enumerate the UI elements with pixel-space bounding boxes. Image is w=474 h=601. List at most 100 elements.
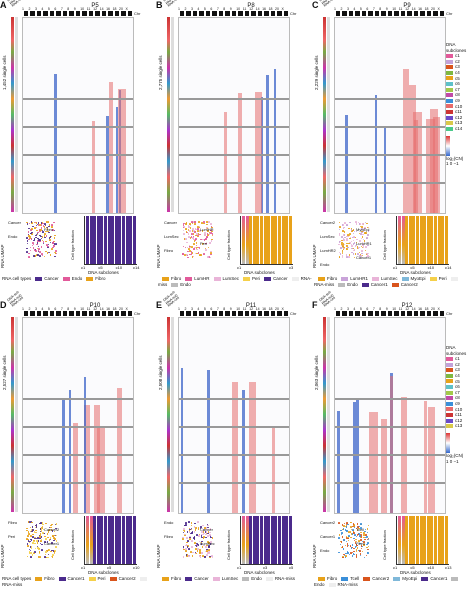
umap-point <box>198 246 200 249</box>
umap-point <box>346 248 348 250</box>
umap-point <box>45 250 47 253</box>
umap-point <box>338 228 341 231</box>
umap-point <box>40 235 42 238</box>
umap-point <box>38 248 40 250</box>
umap-point <box>209 543 212 545</box>
umap-point <box>196 545 199 548</box>
umap-point <box>350 243 353 246</box>
umap-point <box>361 228 363 230</box>
fraction-bar <box>89 516 93 564</box>
umap-point <box>33 249 36 251</box>
umap-point <box>198 540 201 543</box>
umap-point <box>26 237 28 239</box>
legend-label: c1 <box>455 53 460 59</box>
chromosome-label: 10 <box>80 7 85 11</box>
umap-cluster-label: Cancer <box>200 527 213 532</box>
umap-point <box>347 235 350 237</box>
umap-point <box>185 548 187 550</box>
umap-point <box>350 536 352 539</box>
umap-point <box>356 246 359 248</box>
umap-point <box>210 541 212 543</box>
fraction-bar <box>270 516 274 564</box>
chr-label: Chr <box>290 11 297 16</box>
dna-legend-item: c11 <box>446 109 474 115</box>
umap-point <box>206 223 208 226</box>
chromosome-label: 20 <box>431 7 435 11</box>
umap-point <box>338 233 341 235</box>
umap-point <box>203 532 205 535</box>
umap-point <box>37 245 40 248</box>
umap-point <box>210 240 213 242</box>
umap-point <box>344 222 346 224</box>
panel-letter: A <box>0 0 7 10</box>
umap-point <box>187 225 190 227</box>
umap-point <box>188 531 191 533</box>
umap-point <box>348 531 350 533</box>
umap-point <box>53 537 55 539</box>
umap-point <box>32 536 34 538</box>
umap-point <box>363 536 365 539</box>
umap-cluster-label: LumSec <box>320 234 335 239</box>
chromosome-label: 14 <box>99 307 104 311</box>
chromosome-bar <box>22 11 132 16</box>
heatmap-segment <box>181 368 183 513</box>
heatmap-segment <box>118 89 126 213</box>
legend-label: Peri <box>97 576 106 581</box>
umap-point <box>41 525 44 528</box>
umap-point <box>355 550 358 553</box>
umap-point <box>350 547 353 549</box>
umap-point <box>26 555 29 558</box>
umap-point <box>41 543 43 546</box>
umap-point <box>41 522 43 524</box>
rna-annotation <box>327 317 330 512</box>
umap-point <box>367 244 369 247</box>
umap-point <box>343 226 346 229</box>
umap-point <box>344 556 347 558</box>
umap-point <box>37 224 40 226</box>
umap-cluster-label: Cancer1 <box>320 534 336 539</box>
umap-point <box>346 239 348 242</box>
legend-label: c8 <box>455 395 460 401</box>
chromosome-label: 8 <box>379 307 382 311</box>
umap-point <box>46 533 49 535</box>
umap-point <box>30 238 33 240</box>
chromosome-label: 5 <box>359 307 362 311</box>
umap-point <box>338 221 341 224</box>
bar-tick-label: c14 <box>445 265 452 270</box>
legend-swatch <box>446 87 453 92</box>
umap-point <box>33 255 35 257</box>
single-cell-count: 2,508 single cells <box>158 355 163 390</box>
chromosome-label: 7 <box>372 7 375 11</box>
umap-cluster-label: MyoEpi <box>356 227 370 232</box>
umap-point <box>31 228 33 230</box>
chromosome-label: 12 <box>405 307 410 311</box>
umap-cluster-label: Cancer1 <box>356 255 372 260</box>
umap-point <box>341 252 344 255</box>
heatmap-separator <box>335 126 445 128</box>
umap-point <box>341 241 343 244</box>
umap-point <box>39 540 42 543</box>
umap-point <box>203 239 206 241</box>
umap-point <box>348 254 351 256</box>
umap-point <box>35 234 37 237</box>
cell-type-legend: Fibro LumHR1 LumSec MyoEpi Peri RNA-miss Endo C… <box>314 276 468 288</box>
umap-axis-label: RNA UMAP <box>156 244 161 268</box>
umap-point <box>207 526 209 529</box>
legend-label: c5 <box>455 378 460 384</box>
umap-point <box>47 245 49 248</box>
legend-swatch <box>185 276 193 281</box>
heatmap-separator <box>23 182 133 184</box>
umap-point <box>53 240 55 243</box>
fraction-bar <box>281 516 285 564</box>
rna-umap: Cancer2 Tcell Cancer1 Fibro Endo <box>320 516 378 566</box>
dna-legend-item: c6 <box>446 81 474 87</box>
umap-point <box>358 549 360 552</box>
umap-point <box>340 540 342 543</box>
umap-point <box>39 528 42 530</box>
umap-point <box>343 246 345 249</box>
umap-point <box>211 555 213 557</box>
umap-point <box>204 247 207 250</box>
umap-point <box>55 546 57 548</box>
legend-label: c13 <box>455 423 463 429</box>
umap-point <box>363 240 366 242</box>
